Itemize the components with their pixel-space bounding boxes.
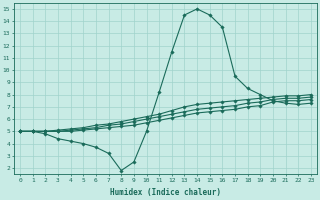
- X-axis label: Humidex (Indice chaleur): Humidex (Indice chaleur): [110, 188, 221, 197]
